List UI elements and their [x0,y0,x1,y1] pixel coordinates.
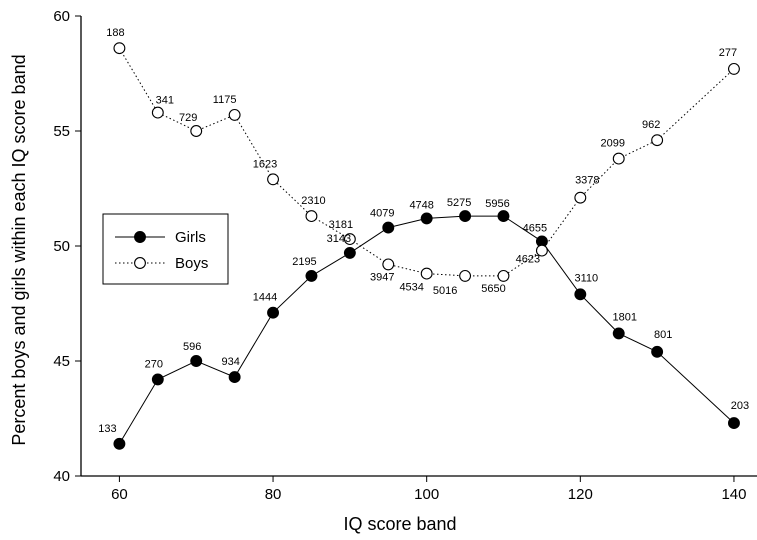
data-label-boys: 3378 [575,175,599,187]
axes: 60 80 100 120 140 40 45 50 55 60 IQ score band Perc… [9,8,757,534]
data-point-boys [651,134,664,147]
data-point-boys [574,191,587,204]
data-label-boys: 3947 [370,271,394,283]
data-label-girls: 2195 [292,256,316,268]
data-label-boys: 962 [642,119,660,131]
data-label-boys: 2099 [600,138,624,150]
legend: Girls Boys [102,213,229,285]
series-layer [113,42,740,450]
x-tick-label: 100 [414,486,439,503]
data-label-girls: 3143 [327,233,351,245]
data-point-boys [343,233,356,246]
legend-label-girls: Girls [175,229,206,246]
data-point-girls [113,437,126,450]
data-label-girls: 934 [221,356,239,368]
data-point-boys [151,106,164,119]
data-label-boys: 1623 [253,158,277,170]
legend-marker-girls [134,231,146,243]
data-point-boys [228,108,241,121]
data-label-girls: 203 [731,400,749,412]
data-label-boys: 5016 [433,285,457,297]
data-point-boys [382,258,395,271]
data-point-girls [382,221,395,234]
data-label-girls: 5275 [447,197,471,209]
data-point-boys [612,152,625,165]
data-point-girls [190,355,203,367]
data-point-boys [267,173,279,186]
data-label-boys: 277 [719,47,737,59]
y-tick-label: 40 [53,468,70,485]
y-tick-label: 45 [53,353,70,370]
data-point-girls [497,210,510,223]
data-label-boys: 3181 [329,219,353,231]
data-point-boys [459,269,472,282]
y-tick-label: 60 [53,8,70,25]
data-label-girls: 1801 [612,311,636,323]
data-label-boys: 4623 [516,254,540,266]
data-point-girls [228,371,241,384]
data-point-girls [728,417,740,430]
series-line-girls [118,215,735,445]
data-point-boys [535,244,548,257]
data-point-girls [459,210,472,223]
legend-box [102,213,229,285]
data-label-boys: 341 [156,95,174,107]
y-tick-label: 55 [53,123,70,140]
data-label-girls: 1444 [253,292,277,304]
data-point-boys [190,125,203,137]
data-label-girls: 4079 [370,208,394,220]
data-point-boys [728,62,740,75]
data-point-girls [267,306,279,319]
data-point-girls [612,327,625,340]
data-label-boys: 5650 [481,283,505,295]
data-label-girls: 270 [145,358,163,370]
data-point-girls [343,246,356,259]
data-point-girls [151,373,164,386]
series-line-boys [118,47,735,277]
y-axis-title: Percent boys and girls within each IQ sc… [9,54,29,445]
legend-marker-boys [134,257,146,269]
data-label-boys: 729 [179,112,197,124]
data-label-girls: 133 [98,423,116,435]
x-tick-label: 140 [721,486,746,503]
data-point-boys [497,269,510,282]
data-label-boys: 4534 [399,282,423,294]
data-point-boys [113,42,126,55]
data-point-girls [420,212,433,225]
data-labels: 133 270 596 934 1444 2195 3143 4079 4748 5275 5956… [98,27,749,435]
data-label-girls: 801 [654,329,672,341]
data-point-boys [305,210,318,223]
legend-label-boys: Boys [175,255,208,272]
data-label-boys: 1175 [213,94,237,106]
data-label-girls: 4655 [523,222,547,234]
x-axis-title: IQ score band [343,514,456,534]
x-tick-label: 120 [568,486,593,503]
data-label-boys: 188 [106,27,124,39]
data-label-girls: 5956 [485,198,509,210]
data-point-girls [305,269,318,282]
data-point-girls [574,288,587,301]
x-tick-label: 60 [111,486,128,503]
data-point-boys [420,267,433,280]
data-label-girls: 596 [183,341,201,353]
data-label-girls: 4748 [409,199,433,211]
x-tick-label: 80 [265,486,282,503]
data-label-boys: 2310 [301,195,325,207]
data-point-girls [651,345,664,358]
data-label-girls: 3110 [574,272,598,284]
y-tick-label: 50 [53,238,70,255]
